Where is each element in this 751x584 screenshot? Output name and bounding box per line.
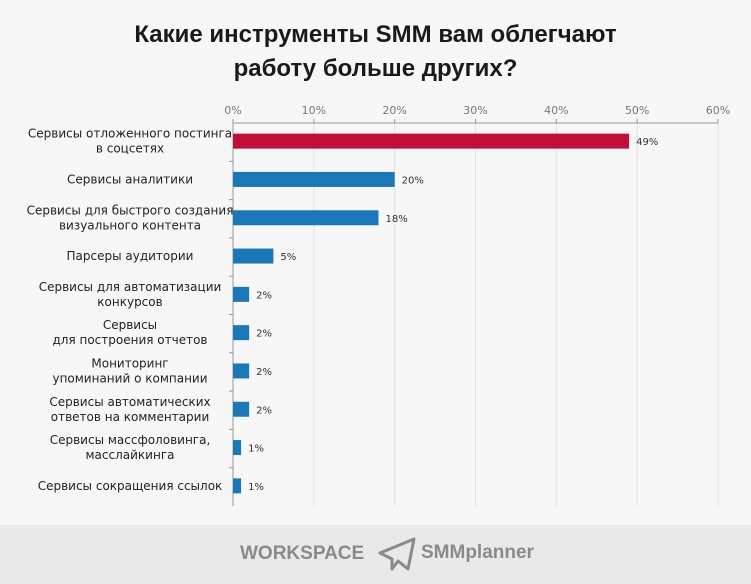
bar [233, 286, 250, 302]
x-tick-label: 50% [625, 104, 649, 117]
bar [233, 248, 274, 264]
data-label: 2% [256, 405, 272, 416]
x-tick-label: 10% [302, 104, 326, 117]
paper-plane-icon [378, 537, 416, 571]
data-label: 20% [402, 175, 424, 186]
data-label: 1% [248, 482, 264, 493]
category-label: Сервисы массфоловинга, масслайкинга [50, 433, 211, 462]
category-label: Сервисы автоматических ответов на коммент… [49, 395, 210, 424]
bar [233, 363, 250, 379]
category-label: Сервисы для автоматизации конкурсов [39, 280, 222, 309]
bar-chart: 0% 10% 20% 30% 40% 50% 60% 49% Сервисы отложенно… [27, 104, 730, 506]
category-label: Сервисы отложенного постинга в соцсетях [28, 127, 232, 156]
data-label: 1% [248, 444, 264, 455]
category-label: Сервисы аналитики [67, 172, 193, 186]
category-label: Парсеры аудитории [67, 249, 194, 263]
smmplanner-logo: SMMplanner [421, 542, 534, 563]
bar [233, 171, 395, 187]
bar [233, 210, 379, 226]
data-label: 49% [636, 137, 658, 148]
bar [233, 440, 242, 456]
data-label: 2% [256, 367, 272, 378]
chart-title: Какие инструменты SMM вам облегчают рабо… [134, 21, 617, 82]
data-label: 5% [280, 252, 296, 263]
data-label: 18% [386, 214, 408, 225]
footer: WORKSPACE SMMplanner [0, 525, 751, 584]
bar [233, 133, 630, 149]
x-tick-label: 40% [544, 104, 568, 117]
workspace-logo: WORKSPACE [240, 543, 365, 564]
category-label: Сервисы сокращения ссылок [38, 479, 223, 493]
x-tick-label: 30% [463, 104, 487, 117]
category-label: Сервисы для быстрого создания визуального… [27, 203, 234, 232]
x-tick-label: 60% [706, 104, 730, 117]
data-label: 2% [256, 329, 272, 340]
category-label: Сервисы для построения отчетов [52, 318, 207, 347]
bar [233, 478, 242, 494]
bar [233, 325, 250, 341]
bar [233, 401, 250, 417]
category-label: Мониторинг упоминаний о компании [52, 356, 207, 385]
x-tick-label: 20% [382, 104, 406, 117]
x-tick-label: 0% [224, 104, 241, 117]
data-label: 2% [256, 290, 272, 301]
